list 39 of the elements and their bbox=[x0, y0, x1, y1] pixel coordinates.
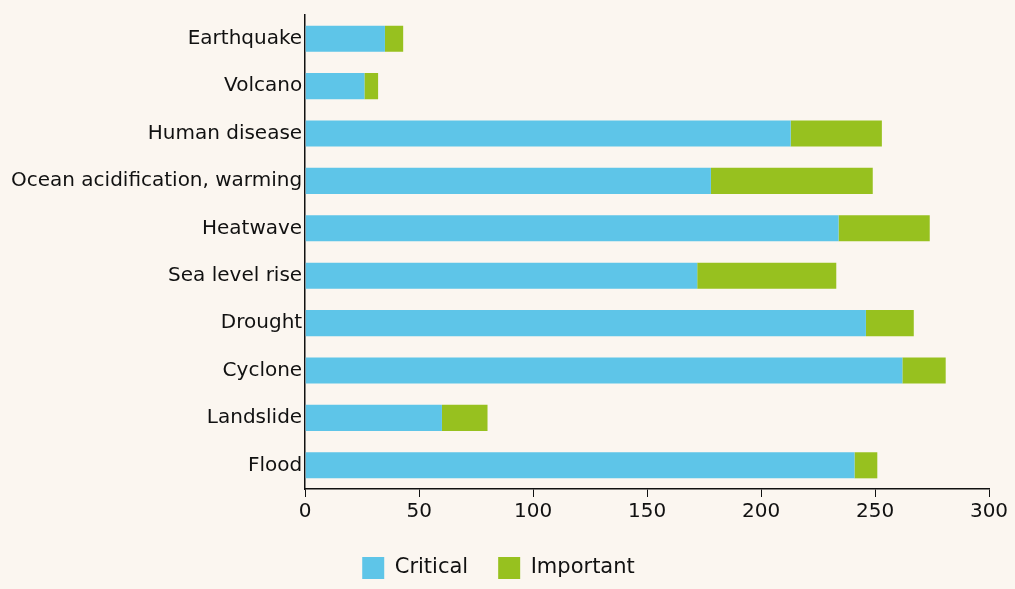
bar bbox=[305, 262, 698, 289]
bar bbox=[384, 25, 404, 52]
x-tick-label: 0 bbox=[298, 498, 312, 523]
x-tick-label: 50 bbox=[406, 498, 432, 523]
bar bbox=[865, 310, 914, 337]
bar bbox=[305, 25, 385, 52]
y-tick-label: Earthquake bbox=[187, 24, 303, 49]
bar bbox=[305, 167, 711, 194]
bar bbox=[305, 73, 365, 100]
bar bbox=[441, 404, 488, 431]
x-tick-label: 250 bbox=[855, 498, 895, 523]
bar bbox=[710, 167, 873, 194]
bar bbox=[305, 452, 855, 479]
y-tick-label: Heatwave bbox=[201, 214, 303, 239]
bar bbox=[305, 215, 839, 242]
bar bbox=[305, 120, 791, 147]
y-tick-label: Drought bbox=[220, 309, 303, 334]
bar bbox=[838, 215, 930, 242]
y-tick-label: Volcano bbox=[224, 72, 303, 97]
y-tick-label: Flood bbox=[247, 451, 303, 476]
y-tick-label: Ocean acidification, warming bbox=[10, 167, 303, 192]
legend-label: Critical bbox=[394, 554, 469, 579]
bar bbox=[790, 120, 882, 147]
legend-label: Important bbox=[530, 554, 635, 579]
y-tick-label: Cyclone bbox=[222, 356, 303, 381]
bar bbox=[697, 262, 837, 289]
bar bbox=[305, 357, 903, 384]
bar bbox=[902, 357, 946, 384]
y-tick-label: Landslide bbox=[206, 404, 303, 429]
bar bbox=[305, 310, 866, 337]
bar bbox=[364, 73, 379, 100]
y-tick-label: Human disease bbox=[147, 119, 303, 144]
bar bbox=[305, 404, 442, 431]
bar bbox=[854, 452, 878, 479]
x-tick-label: 300 bbox=[969, 498, 1009, 523]
y-tick-label: Sea level rise bbox=[168, 261, 303, 286]
x-tick-label: 100 bbox=[514, 498, 553, 523]
x-tick-label: 150 bbox=[627, 498, 667, 523]
x-tick-label: 200 bbox=[741, 498, 781, 523]
